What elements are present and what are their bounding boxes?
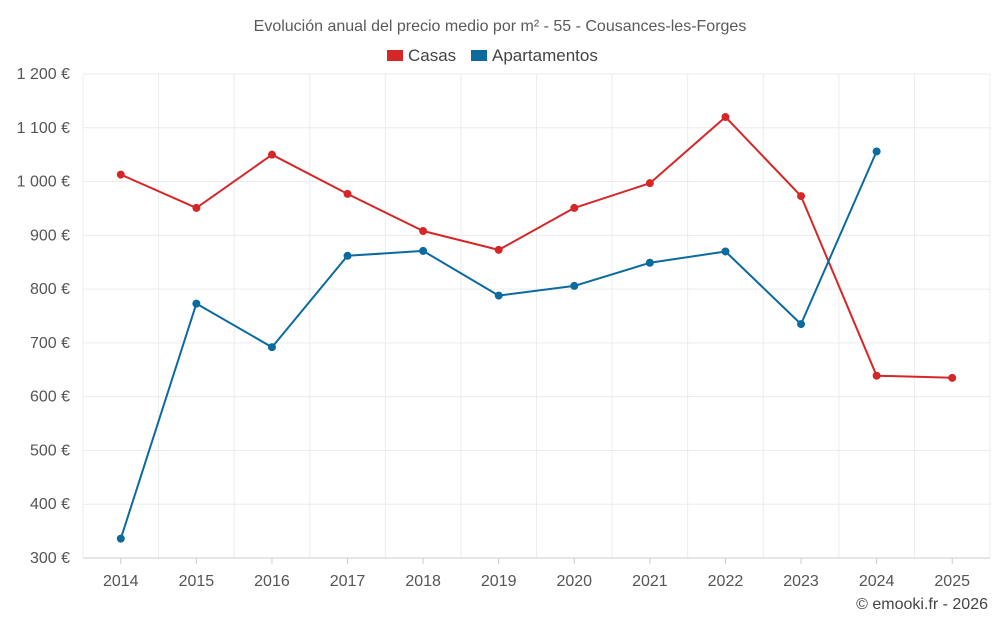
x-tick-label: 2015 [179, 573, 215, 590]
gridlines [82, 73, 991, 558]
legend-swatch-casas [387, 50, 403, 61]
data-point-apartamentos[interactable] [570, 281, 579, 290]
axes: 300 € 400 € 500 € 600 € 700 € 800 € 900 € 1 000… [17, 66, 990, 590]
data-point-apartamentos[interactable] [797, 320, 806, 329]
data-point-casas[interactable] [570, 203, 579, 212]
chart-title: Evolución anual del precio medio por m² … [254, 18, 747, 35]
y-tick-label: 500 € [30, 442, 70, 459]
y-tick-label: 600 € [30, 389, 70, 406]
x-tick-label: 2017 [330, 573, 366, 590]
x-tick-label: 2014 [103, 573, 139, 590]
y-tick-label: 300 € [30, 550, 70, 567]
legend: Casas Apartamentos [387, 46, 598, 65]
y-tick-label: 1 100 € [17, 120, 70, 137]
data-point-casas[interactable] [721, 113, 730, 122]
x-tick-label: 2020 [556, 573, 592, 590]
data-point-apartamentos[interactable] [872, 147, 881, 156]
x-tick-label: 2022 [708, 573, 744, 590]
x-tick-label: 2016 [254, 573, 290, 590]
data-point-casas[interactable] [343, 189, 352, 198]
data-point-casas[interactable] [116, 170, 125, 179]
legend-label-casas[interactable]: Casas [408, 46, 456, 65]
data-point-apartamentos[interactable] [343, 251, 352, 260]
y-tick-label: 700 € [30, 335, 70, 352]
x-tick-label: 2018 [405, 573, 441, 590]
data-point-apartamentos[interactable] [419, 246, 428, 255]
series [116, 113, 957, 543]
data-point-apartamentos[interactable] [192, 299, 201, 308]
data-point-casas[interactable] [948, 373, 957, 382]
data-point-apartamentos[interactable] [645, 258, 654, 267]
data-point-apartamentos[interactable] [494, 291, 503, 300]
x-tick-label: 2023 [783, 573, 819, 590]
legend-swatch-apartamentos [471, 50, 487, 61]
data-point-casas[interactable] [645, 179, 654, 188]
data-point-casas[interactable] [872, 371, 881, 380]
x-tick-label: 2021 [632, 573, 668, 590]
y-tick-label: 1 000 € [17, 174, 70, 191]
data-point-casas[interactable] [192, 203, 201, 212]
y-tick-label: 1 200 € [17, 66, 70, 83]
y-tick-label: 800 € [30, 281, 70, 298]
x-tick-label: 2024 [859, 573, 895, 590]
legend-label-apartamentos[interactable]: Apartamentos [492, 46, 598, 65]
credit-text: © emooki.fr - 2026 [856, 596, 988, 613]
y-tick-label: 900 € [30, 227, 70, 244]
data-point-apartamentos[interactable] [116, 534, 125, 543]
data-point-apartamentos[interactable] [721, 247, 730, 256]
data-point-casas[interactable] [419, 227, 428, 236]
data-point-casas[interactable] [797, 192, 806, 201]
data-point-casas[interactable] [494, 245, 503, 254]
x-tick-label: 2019 [481, 573, 517, 590]
series-line-casas [120, 116, 953, 379]
data-point-casas[interactable] [267, 150, 276, 159]
x-tick-label: 2025 [934, 573, 970, 590]
data-point-apartamentos[interactable] [267, 343, 276, 352]
y-tick-label: 400 € [30, 496, 70, 513]
